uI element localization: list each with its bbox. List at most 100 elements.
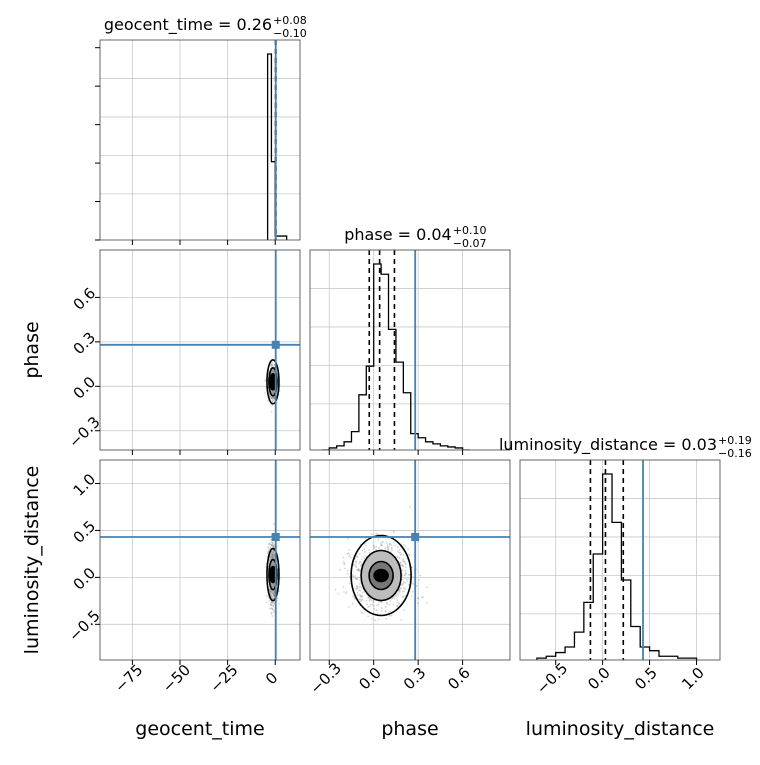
scatter-point [398,602,400,605]
scatter-point [375,532,378,535]
scatter-point [272,555,274,558]
scatter-point [372,599,375,602]
scatter-point [357,569,360,571]
scatter-point [264,379,267,382]
scatter-point [360,599,363,602]
scatter-point [377,538,380,541]
scatter-point [271,404,273,406]
scatter-point [271,556,274,559]
scatter-point [271,607,273,610]
scatter-point [399,551,401,554]
scatter-point [349,556,352,559]
scatter-point [270,557,273,559]
scatter-point [271,556,273,559]
scatter-point [408,583,410,586]
scatter-point [399,587,402,590]
y-axis-label-phase: phase [21,321,43,378]
scatter-point [273,594,276,597]
scatter-point [269,588,271,591]
scatter-point [356,585,359,588]
scatter-point [380,609,383,612]
panel-frame [309,249,511,451]
scatter-point [387,547,390,549]
scatter-point [271,400,273,403]
scatter-point [268,587,271,590]
scatter-point [356,569,358,571]
scatter-point [270,397,273,400]
scatter-point [271,555,274,557]
scatter-point [269,588,272,591]
scatter-point [358,560,361,563]
scatter-point [272,550,275,553]
scatter-point [271,364,273,367]
scatter-point [269,395,271,397]
scatter-point [272,555,274,558]
scatter-point [343,567,346,570]
scatter-point [372,544,375,547]
scatter-point [271,556,274,558]
scatter-point [272,590,275,592]
scatter-point [392,603,395,606]
pair-panel-geocent_time-luminosity_distance [99,459,301,661]
scatter-point [402,595,405,598]
scatter-point [386,546,389,548]
scatter-point [358,570,361,572]
scatter-point [371,533,373,535]
truth-marker [271,340,280,349]
scatter-point [272,598,274,600]
scatter-point [419,574,422,577]
scatter-point [381,544,383,547]
scatter-point [271,544,274,547]
scatter-point [411,566,414,569]
scatter-point [358,589,360,592]
scatter-point [272,365,274,367]
scatter-point [417,597,420,600]
tick-label: 1.0 [70,470,100,500]
scatter-point [401,590,404,593]
scatter-point [352,578,354,581]
scatter-point [270,592,273,595]
x-axis-label-luminosity_distance: luminosity_distance [526,718,715,740]
scatter-point [271,602,274,605]
scatter-point [391,597,393,600]
scatter-point [360,594,363,597]
scatter-point [345,591,348,593]
x-axis-label-geocent_time: geocent_time [135,718,264,740]
tick-label: 0 [262,669,281,688]
scatter-point [273,545,275,548]
scatter-point [417,541,419,543]
scatter-point [410,595,413,597]
scatter-point [400,561,402,564]
scatter-point [365,555,367,557]
scatter-point [346,569,349,572]
scatter-point [359,564,362,567]
tick-label: 0.0 [70,373,100,403]
panel-frame [99,459,301,661]
x-ticks-geocent_time [131,450,276,455]
scatter-point [271,396,274,399]
scatter-point [272,397,275,400]
scatter-point [367,615,369,618]
scatter-point [355,565,358,568]
scatter-point [354,575,356,577]
scatter-point [391,549,393,551]
scatter-point [403,574,406,576]
scatter-point [402,564,404,567]
scatter-point [404,563,407,566]
scatter-point [392,530,395,533]
scatter-point [389,600,392,603]
scatter-point [278,590,281,593]
scatter-point [272,398,274,401]
scatter-point [401,578,404,581]
scatter-point [271,601,274,603]
scatter-point [380,601,383,604]
scatter-point [356,594,359,596]
hist-title-sup: +0.08 [273,14,307,27]
scatter-point [269,556,271,558]
hist-panel-phase: phase = 0.04 +0.10−0.07 [309,224,511,451]
scatter-point [267,551,269,554]
tick-label: −0.3 [65,413,103,451]
scatter-point [400,553,403,556]
scatter-point [360,612,363,614]
hist-y-ticks [95,47,100,241]
